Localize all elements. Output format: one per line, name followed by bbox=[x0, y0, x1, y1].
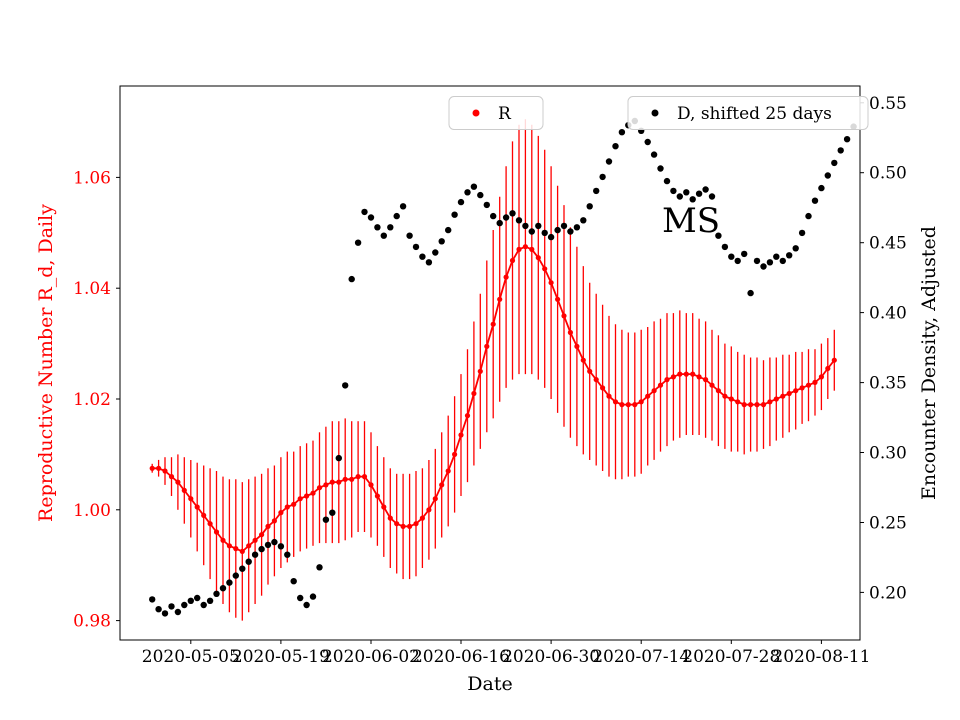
legend-r: R bbox=[448, 96, 544, 130]
svg-text:1.02: 1.02 bbox=[73, 390, 111, 410]
legend-d-box bbox=[627, 96, 869, 130]
right-axis-tick-labels: 0.20 0.25 0.30 0.35 0.40 0.45 0.50 0.55 bbox=[869, 94, 907, 604]
svg-text:0.45: 0.45 bbox=[869, 234, 907, 254]
svg-text:2020-07-14: 2020-07-14 bbox=[592, 647, 690, 667]
svg-text:0.25: 0.25 bbox=[869, 514, 907, 534]
x-axis-ticks bbox=[190, 640, 822, 644]
svg-text:2020-05-05: 2020-05-05 bbox=[142, 647, 240, 667]
svg-text:0.20: 0.20 bbox=[869, 583, 907, 603]
legend-d-label: D, shifted 25 days bbox=[677, 104, 832, 124]
svg-text:0.35: 0.35 bbox=[869, 374, 907, 394]
svg-text:2020-06-16: 2020-06-16 bbox=[412, 647, 510, 667]
state-annotation: MS bbox=[661, 201, 721, 241]
x-axis-label: Date bbox=[467, 673, 513, 695]
svg-text:2020-05-19: 2020-05-19 bbox=[232, 647, 330, 667]
legend-d: D, shifted 25 days bbox=[627, 96, 869, 130]
left-y-axis-label: Reproductive Number R_d, Daily bbox=[35, 204, 57, 522]
left-axis-tick-labels: 0.98 1.00 1.02 1.04 1.06 bbox=[73, 168, 111, 631]
left-axis-ticks bbox=[116, 176, 120, 622]
svg-text:0.98: 0.98 bbox=[73, 612, 111, 632]
svg-text:0.55: 0.55 bbox=[869, 94, 907, 114]
svg-text:2020-07-28: 2020-07-28 bbox=[682, 647, 780, 667]
svg-text:1.06: 1.06 bbox=[73, 168, 111, 188]
svg-text:0.30: 0.30 bbox=[869, 444, 907, 464]
legend-r-marker-icon bbox=[472, 109, 480, 117]
legend-r-box bbox=[448, 96, 544, 130]
right-axis-ticks bbox=[860, 102, 864, 593]
svg-text:0.50: 0.50 bbox=[869, 164, 907, 184]
svg-text:2020-06-30: 2020-06-30 bbox=[502, 647, 600, 667]
svg-text:1.04: 1.04 bbox=[73, 279, 111, 299]
r-errorbars bbox=[151, 119, 835, 621]
x-axis-tick-labels: 2020-05-052020-05-192020-06-022020-06-16… bbox=[142, 647, 871, 667]
r-markers bbox=[149, 244, 837, 555]
legend-d-marker-icon bbox=[651, 109, 659, 117]
svg-text:2020-08-11: 2020-08-11 bbox=[772, 647, 870, 667]
plot-border bbox=[119, 85, 861, 641]
right-y-axis-label: Encounter Density, Adjusted bbox=[918, 226, 940, 500]
svg-text:0.40: 0.40 bbox=[869, 304, 907, 324]
legend-r-label: R bbox=[498, 104, 512, 124]
svg-text:1.00: 1.00 bbox=[73, 501, 111, 521]
svg-text:2020-06-02: 2020-06-02 bbox=[322, 647, 420, 667]
